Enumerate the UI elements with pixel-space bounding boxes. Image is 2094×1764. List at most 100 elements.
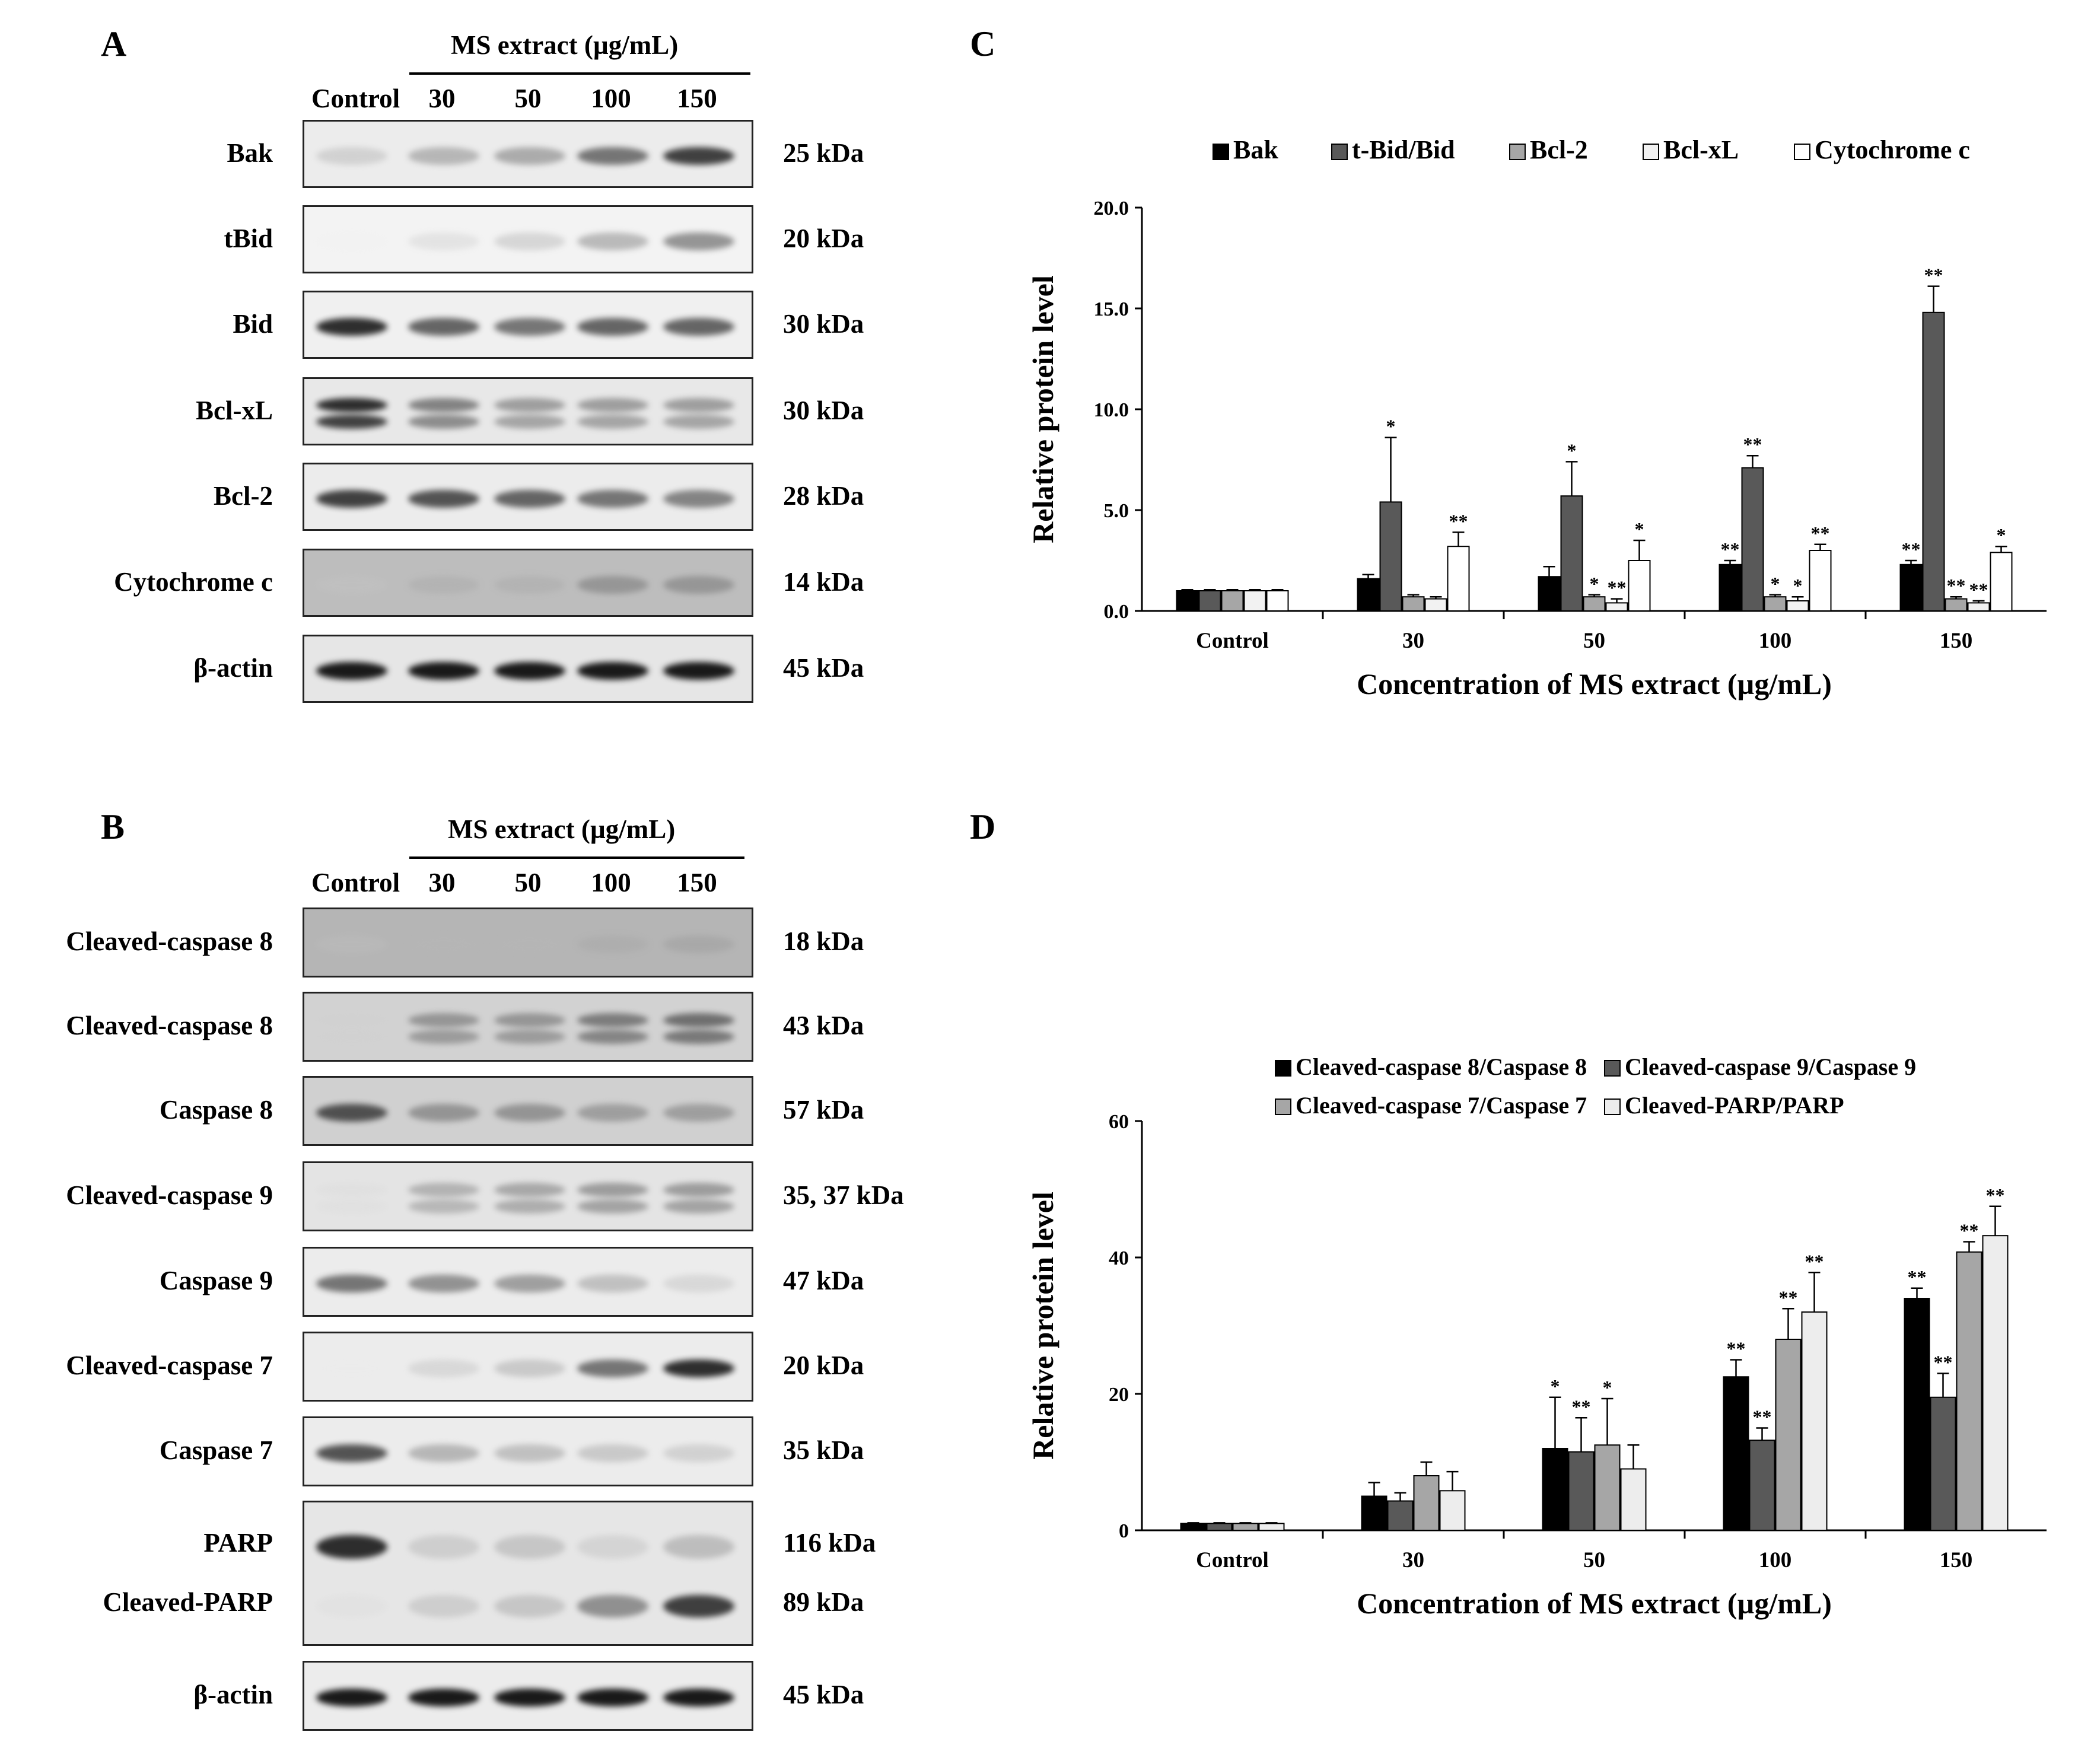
blot-image [303,1501,753,1646]
y-tick-label: 5.0 [1104,500,1129,522]
protein-band [408,1275,479,1292]
legend-swatch [1509,144,1526,160]
protein-band [577,575,648,594]
protein-label: Cleaved-caspase 8 [66,926,273,956]
protein-band [663,1444,734,1462]
protein-band [663,1359,734,1377]
significance-label: ** [1727,1338,1746,1359]
legend-label: t-Bid/Bid [1352,135,1455,164]
protein-band [494,1359,565,1377]
protein-band [577,1104,648,1122]
protein-label: Caspase 7 [159,1435,273,1465]
protein-label: Bcl-xL [196,395,273,425]
protein-band [316,414,387,429]
molecular-weight-label: 20 kDa [783,1351,864,1380]
significance-label: ** [1811,523,1830,544]
y-tick-label: 60 [1109,1111,1129,1133]
lane-label: 30 [428,868,456,897]
protein-band [316,317,387,336]
significance-label: ** [1721,539,1740,560]
protein-band [408,1444,479,1462]
blot-image [303,1416,753,1486]
protein-band [494,1199,565,1214]
protein-band [316,147,387,165]
blot-image [303,635,753,703]
blot-image [303,1247,753,1317]
bar-t-bid-bid [1741,467,1764,612]
ms-extract-header: MS extract (µg/mL) [451,30,679,60]
molecular-weight-label: 35, 37 kDa [783,1180,904,1210]
bar-bcl-xl [1424,598,1447,612]
significance-label: ** [1924,265,1943,286]
bar-bcl-xl [1605,602,1628,612]
significance-label: * [1793,575,1803,596]
legend-swatch [1213,144,1229,160]
protein-label: tBid [224,223,273,253]
protein-band [663,1030,734,1044]
protein-band [408,414,479,429]
protein-band [494,1013,565,1027]
bar-cleaved-caspase-7-caspase-7 [1775,1339,1802,1531]
protein-band [408,1689,479,1706]
bar-cleaved-caspase-8-caspase-8 [1180,1523,1207,1531]
protein-band [408,1104,479,1122]
bar-bcl-xl [1786,600,1809,612]
protein-band [316,1104,387,1122]
protein-band [663,489,734,508]
y-tick-label: 15.0 [1094,298,1129,320]
protein-band [663,1595,734,1617]
bar-bcl-2 [1402,596,1425,612]
bar-bak [1899,563,1923,612]
protein-band [663,317,734,336]
protein-band [316,397,387,412]
lane-label: Control [311,84,400,113]
significance-label: ** [1743,434,1762,455]
blot-image [303,205,753,273]
bar-cleaved-caspase-9-caspase-9 [1206,1523,1233,1531]
significance-label: ** [1572,1396,1591,1417]
significance-label: * [1635,518,1644,540]
protein-band [577,1013,648,1027]
protein-band [494,935,565,953]
legend-label: Cleaved-caspase 9/Caspase 9 [1625,1053,1916,1080]
legend-label: Cleaved-PARP/PARP [1625,1092,1844,1119]
protein-band [316,489,387,508]
protein-band [494,1444,565,1462]
lane-label: 150 [677,868,717,897]
protein-band [577,1359,648,1377]
molecular-weight-label: 20 kDa [783,223,864,253]
protein-label: β-actin [193,652,273,683]
header-underline [409,72,750,75]
x-tick-label: Control [1196,629,1269,653]
protein-band [494,575,565,594]
protein-band [316,1199,387,1214]
bar-cleaved-caspase-7-caspase-7 [1594,1444,1621,1531]
protein-label: Cytochrome c [114,566,273,597]
bar-t-bid-bid [1560,495,1583,612]
bar-bcl-xl [1243,590,1266,612]
lane-label: 50 [514,868,542,897]
bar-cleaved-parp-parp [1258,1523,1285,1531]
protein-band [577,1275,648,1292]
protein-band [577,1535,648,1559]
protein-band [577,147,648,165]
significance-label: ** [1908,1266,1927,1288]
legend-label: Bcl-2 [1530,135,1588,164]
protein-band [316,1689,387,1706]
protein-band [663,661,734,680]
panel-letter-b: B [101,807,125,846]
protein-band [577,661,648,680]
molecular-weight-label: 45 kDa [783,652,864,683]
protein-band [663,575,734,594]
bar-cleaved-caspase-9-caspase-9 [1930,1396,1956,1531]
bar-t-bid-bid [1379,501,1402,612]
protein-band [577,1199,648,1214]
significance-label: ** [1947,575,1966,596]
bar-cytochrome-c [1266,590,1289,612]
protein-band [408,232,479,250]
protein-band [316,1183,387,1197]
protein-band [316,1595,387,1617]
protein-band [408,489,479,508]
protein-band [316,1275,387,1292]
